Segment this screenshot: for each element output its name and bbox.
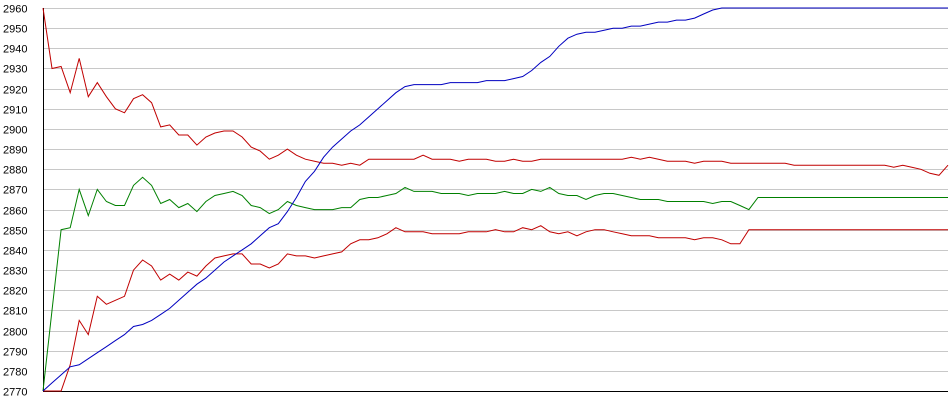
y-tick-labels: 2770 2780 2790 2800 2810 2820 2830 2840 2850 2860… [3, 4, 27, 399]
series-line-2 [42, 176, 948, 392]
y-tick-label: 2830 [3, 266, 27, 278]
y-tick-label: 2880 [3, 165, 27, 177]
y-tick-label: 2900 [3, 125, 27, 137]
y-tick-label: 2890 [3, 145, 27, 157]
y-tick-label: 2950 [3, 24, 27, 36]
y-tick-label: 2870 [3, 185, 27, 197]
y-tick-label: 2940 [3, 44, 27, 56]
series-line-3 [43, 225, 948, 392]
grid [43, 8, 948, 392]
y-tick-label: 2960 [3, 4, 27, 16]
y-tick-label: 2840 [3, 246, 27, 258]
y-tick-label: 2820 [3, 286, 27, 298]
series-line-1 [42, 7, 949, 176]
y-tick-label: 2910 [3, 105, 27, 117]
series-lines [42, 7, 949, 392]
series-line-4 [42, 7, 948, 392]
y-tick-label: 2850 [3, 226, 27, 238]
y-tick-label: 2920 [3, 85, 27, 97]
y-tick-label: 2930 [3, 64, 27, 76]
y-tick-label: 2770 [3, 387, 27, 399]
y-tick-label: 2790 [3, 347, 27, 359]
y-tick-label: 2800 [3, 327, 27, 339]
y-tick-label: 2780 [3, 367, 27, 379]
y-tick-label: 2860 [3, 206, 27, 218]
y-tick-label: 2810 [3, 306, 27, 318]
axes [43, 8, 948, 392]
